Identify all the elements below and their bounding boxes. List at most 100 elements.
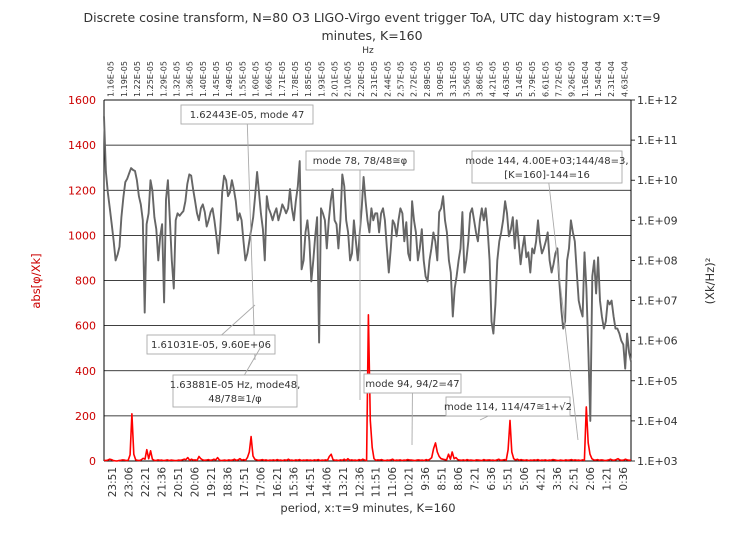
top-tick-label: 1.93E-05 [317,61,326,97]
x-tick-label: 8:06 [453,467,465,491]
annotation-text: mode 78, 78/48≅φ [313,156,408,167]
x-tick-label: 10:21 [404,467,416,497]
x-tick-label: 7:21 [470,467,482,491]
x-tick-label: 17:51 [239,467,251,497]
top-tick-label: 1.66E-05 [265,61,274,97]
x-tick-label: 22:21 [140,467,152,497]
annotation-leader [246,114,256,361]
top-tick-label: 1.19E-05 [120,61,129,97]
y-left-tick-label: 600 [75,320,96,333]
x-tick-label: 11:51 [371,467,383,497]
chart-title-line1: Discrete cosine transform, N=80 O3 LIGO-… [84,10,661,25]
annotation-box [305,150,415,171]
y-left-tick-label: 800 [75,275,96,288]
annotation-text: 1.63881E-05 Hz, mode48, [170,380,301,391]
annotations: 1.62443E-05, mode 47 mode 78, 78/48≅φ mode… [146,104,629,446]
x-tick-label: 11:06 [387,467,399,498]
top-tick-label: 2.31E-05 [370,61,379,97]
annotation-text: mode 144, 4.00E+03;144/48=3, [465,156,628,167]
y-right-tick-label: 1.E+10 [637,174,678,187]
top-tick-label: 2.01E-05 [331,61,340,97]
x-tick-label: 13:21 [338,467,350,497]
x-tick-label: 2:06 [585,467,597,491]
x-tick-label: 14:51 [305,467,317,497]
top-tick-label: 1.71E-05 [278,61,287,97]
axes: 0 200 400 600 800 1000 1200 1400 1600 1.E+03 1.E+0… [68,61,678,497]
annotation-text: mode 114, 114/47≅1+√2 [444,402,572,413]
top-tick-label: 1.49E-05 [225,61,234,97]
top-tick-label: 9.26E-05 [568,61,577,97]
x-tick-label: 21:36 [157,467,169,498]
y-left-tick-label: 1400 [68,139,96,152]
y-right-tick-label: 1.E+06 [637,335,678,348]
x-tick-label: 14:06 [321,467,333,498]
top-tick-label: 2.20E-05 [357,61,366,97]
y-left-tick-label: 1000 [68,229,96,242]
top-tick-label: 6.61E-05 [541,61,550,97]
top-tick-label: 3.09E-05 [436,61,445,97]
top-tick-label: 1.25E-05 [146,61,155,97]
x-tick-label: 19:21 [206,467,218,497]
y-right-tick-label: 1.E+12 [637,94,678,107]
x-tick-label: 5:51 [502,467,514,491]
annotation-text: 1.62443E-05, mode 47 [190,110,305,121]
annotation-box [363,373,462,394]
x-tick-label: 18:36 [223,467,235,498]
series-line-power [103,116,632,422]
y-right-tick-label: 1.E+11 [637,134,678,147]
x-tick-label: 3:36 [552,467,564,491]
top-tick-label: 1.22E-05 [133,61,142,97]
top-tick-label: 5.79E-05 [528,61,537,97]
annotation-text: [K=160]-144=16 [504,170,590,181]
x-tick-label: 1:21 [601,467,613,491]
x-tick-label: 23:06 [124,467,136,498]
x-tick-label: 20:51 [173,467,185,497]
x-tick-label: 17:06 [255,467,267,498]
annotation-box [445,396,571,417]
top-tick-label: 1.54E-04 [594,61,603,97]
top-tick-label: 3.56E-05 [462,61,471,97]
y-right-tick-label: 1.E+05 [637,375,678,388]
top-tick-label: 1.85E-05 [304,61,313,97]
y-right-tick-label: 1.E+03 [637,455,678,468]
x-tick-label: 0:36 [618,467,630,491]
top-tick-label: 1.45E-05 [212,61,221,97]
top-tick-label: 2.10E-05 [344,61,353,97]
y-right-tick-label: 1.E+07 [637,295,678,308]
top-tick-label: 1.32E-05 [172,61,181,97]
x-tick-label: 5:06 [519,467,531,491]
top-tick-label: 2.89E-05 [423,61,432,97]
annotation-box [146,334,276,355]
top-axis-label: Hz [362,46,374,56]
annotation-box [172,374,298,408]
top-tick-label: 4.63E-04 [620,61,629,97]
x-tick-label: 6:36 [486,467,498,491]
annotation-text: mode 94, 94/2=47 [365,379,459,390]
y-right-axis-label: (Xk/Hz)² [703,258,717,305]
x-tick-label: 12:36 [354,467,366,498]
x-tick-label: 2:51 [568,467,580,491]
top-tick-label: 1.78E-05 [291,61,300,97]
top-tick-label: 1.60E-05 [252,61,261,97]
top-tick-label: 2.72E-05 [410,61,419,97]
top-tick-label: 2.57E-05 [396,61,405,97]
y-right-tick-label: 1.E+04 [637,415,678,428]
top-tick-label: 1.40E-05 [199,61,208,97]
y-left-tick-label: 0 [89,455,96,468]
x-tick-label: 15:36 [288,467,300,498]
x-tick-label: 20:06 [190,467,202,498]
top-tick-label: 1.29E-05 [159,61,168,97]
top-tick-label: 1.16E-05 [107,61,116,97]
y-left-tick-label: 200 [75,410,96,423]
y-left-axis-label: abs[φ/Xk] [29,253,43,308]
x-axis-label: period, x:τ=9 minutes, K=160 [280,501,455,515]
top-tick-label: 1.16E-04 [581,61,590,97]
top-tick-label: 4.63E-05 [502,61,511,97]
y-left-tick-label: 1200 [68,184,96,197]
y-right-tick-label: 1.E+08 [637,254,678,267]
x-tick-label: 4:21 [535,467,547,491]
top-tick-label: 2.31E-04 [607,61,616,97]
top-tick-label: 1.55E-05 [238,61,247,97]
x-tick-label: 8:51 [437,467,449,491]
